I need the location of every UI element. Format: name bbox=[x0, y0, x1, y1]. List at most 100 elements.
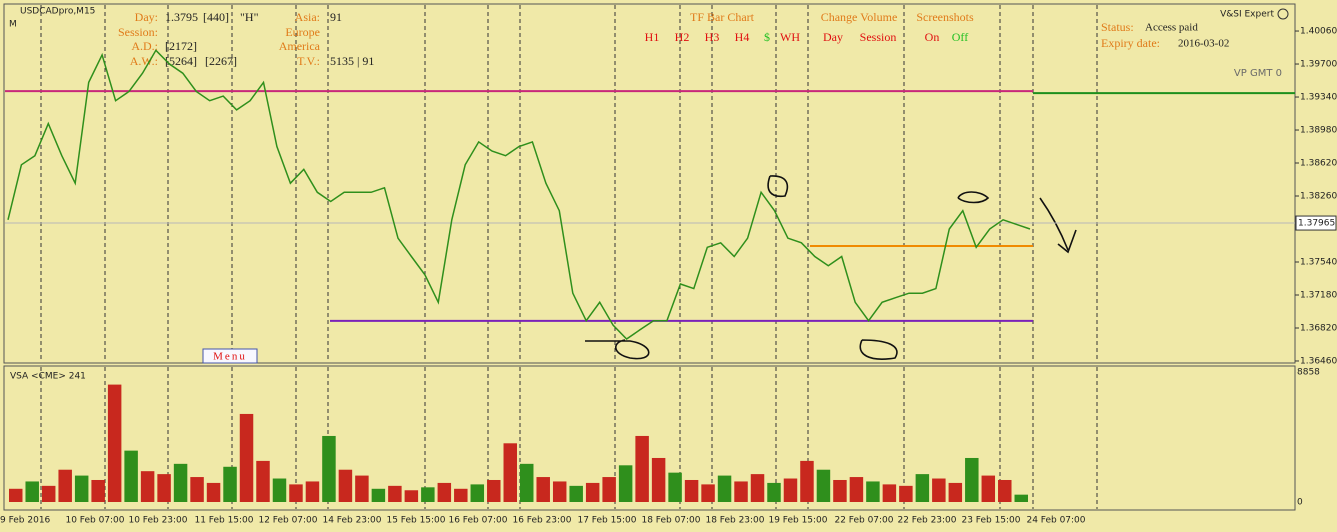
volume-button[interactable]: Day bbox=[823, 30, 843, 44]
screenshot-button[interactable]: Off bbox=[952, 30, 968, 44]
info-value: 91 bbox=[330, 10, 342, 24]
info-value: 5135 | 91 bbox=[330, 54, 374, 68]
volume-bar bbox=[206, 482, 221, 502]
volume-bar bbox=[9, 488, 23, 502]
panel-title: Screenshots bbox=[916, 10, 974, 24]
volume-bar bbox=[437, 482, 452, 502]
panel-title: Change Volume bbox=[821, 10, 898, 24]
y-tick-label: 1.39340 bbox=[1300, 93, 1337, 103]
volume-bar bbox=[124, 450, 138, 502]
info-label: Session: bbox=[118, 25, 158, 39]
annotation-circle bbox=[859, 339, 898, 360]
menu-button[interactable] bbox=[202, 348, 258, 364]
volume-bar bbox=[965, 457, 979, 502]
volume-bar bbox=[948, 482, 963, 502]
volume-bar bbox=[140, 471, 155, 502]
volume-bar bbox=[932, 478, 946, 502]
volume-bar bbox=[256, 460, 270, 502]
volume-bar bbox=[421, 487, 435, 502]
x-tick-label: 17 Feb 15:00 bbox=[577, 516, 636, 526]
symbol: USDCADpro,M15 bbox=[20, 7, 95, 17]
y-tick-label: 8858 bbox=[1297, 368, 1320, 378]
volume-bar bbox=[470, 484, 485, 502]
volume-button[interactable]: Session bbox=[860, 30, 897, 44]
volume-bar bbox=[74, 475, 89, 502]
status-label: Status: bbox=[1101, 20, 1134, 34]
x-tick-label: 10 Feb 23:00 bbox=[128, 516, 187, 526]
hand-annotations bbox=[585, 175, 1077, 360]
tf-button[interactable]: H1 bbox=[645, 30, 660, 44]
volume-bar bbox=[684, 479, 699, 502]
annotation-arrow bbox=[1039, 197, 1077, 254]
volume-bar bbox=[355, 475, 369, 502]
volume-bar bbox=[635, 435, 649, 502]
info-value: [2267] bbox=[205, 54, 237, 68]
volume-bar bbox=[371, 488, 386, 502]
info-label: A.D.: bbox=[131, 39, 158, 53]
info-value: 1.3795 bbox=[165, 10, 198, 24]
volume-bar bbox=[800, 460, 814, 502]
expiry-value: 2016-03-02 bbox=[1178, 38, 1229, 50]
y-tick-label: 1.36820 bbox=[1300, 323, 1337, 333]
x-tick-label: 19 Feb 15:00 bbox=[768, 516, 827, 526]
x-tick-label: 23 Feb 15:00 bbox=[961, 516, 1020, 526]
volume-bar bbox=[289, 484, 303, 502]
tf-button[interactable]: H2 bbox=[675, 30, 690, 44]
volume-bar bbox=[585, 482, 600, 502]
current-price-label: 1.37965 bbox=[1298, 219, 1335, 229]
volume-bar bbox=[552, 481, 567, 502]
volume-bar bbox=[25, 481, 39, 502]
tf-button[interactable]: H4 bbox=[735, 30, 750, 44]
info-label: T.V.: bbox=[297, 54, 320, 68]
volume-bar bbox=[882, 484, 897, 502]
volume-bar bbox=[701, 484, 715, 502]
info-value: [5264] bbox=[165, 54, 197, 68]
volume-bar bbox=[866, 481, 880, 502]
y-tick-label: 1.40060 bbox=[1300, 27, 1337, 37]
expiry-label: Expiry date: bbox=[1101, 36, 1160, 50]
y-tick-label: 1.38980 bbox=[1300, 126, 1337, 136]
volume-bar bbox=[239, 413, 254, 502]
volume-bar bbox=[305, 481, 320, 502]
y-tick-label: 0 bbox=[1297, 498, 1303, 508]
volume-bar bbox=[833, 479, 847, 502]
x-tick-label: 16 Feb 23:00 bbox=[512, 516, 571, 526]
expert-name: V&SI Expert bbox=[1220, 10, 1274, 20]
volume-bar bbox=[618, 465, 633, 502]
screenshot-button[interactable]: On bbox=[925, 30, 940, 44]
price-pane bbox=[3, 3, 1296, 364]
volume-bar bbox=[173, 463, 188, 502]
y-tick-label: 1.37540 bbox=[1300, 257, 1337, 267]
volume-bar bbox=[190, 477, 204, 502]
expert-icon[interactable] bbox=[1277, 8, 1289, 20]
info-label: Europe bbox=[285, 25, 320, 39]
x-tick-label: 11 Feb 15:00 bbox=[194, 516, 253, 526]
current-price-box bbox=[1295, 215, 1337, 231]
tf-button[interactable]: H3 bbox=[705, 30, 720, 44]
volume-bar bbox=[536, 477, 550, 502]
menu-label[interactable]: Menu bbox=[213, 351, 247, 363]
vp-label: VP GMT 0 bbox=[1234, 68, 1282, 79]
volume-bar bbox=[223, 466, 237, 502]
volume-bar bbox=[783, 478, 798, 502]
panel-title: TF Bar Chart bbox=[690, 10, 755, 24]
volume-bar bbox=[107, 384, 122, 502]
info-label: Asia: bbox=[295, 10, 320, 24]
x-tick-label: 16 Feb 07:00 bbox=[448, 516, 507, 526]
info-value: [440] bbox=[203, 10, 229, 24]
volume-bar bbox=[454, 488, 468, 502]
volume-pane bbox=[3, 365, 1296, 511]
volume-bar bbox=[899, 485, 913, 502]
tf-button[interactable]: WH bbox=[780, 30, 800, 44]
volume-bar bbox=[338, 469, 353, 502]
tf-button[interactable]: $ bbox=[764, 30, 770, 44]
volume-bar bbox=[981, 475, 996, 502]
volume-bar bbox=[388, 485, 402, 502]
volume-bar bbox=[569, 485, 583, 502]
volume-title: VSA <CME> 241 bbox=[10, 372, 86, 382]
volume-bar bbox=[503, 443, 517, 502]
x-tick-label: 22 Feb 23:00 bbox=[897, 516, 956, 526]
